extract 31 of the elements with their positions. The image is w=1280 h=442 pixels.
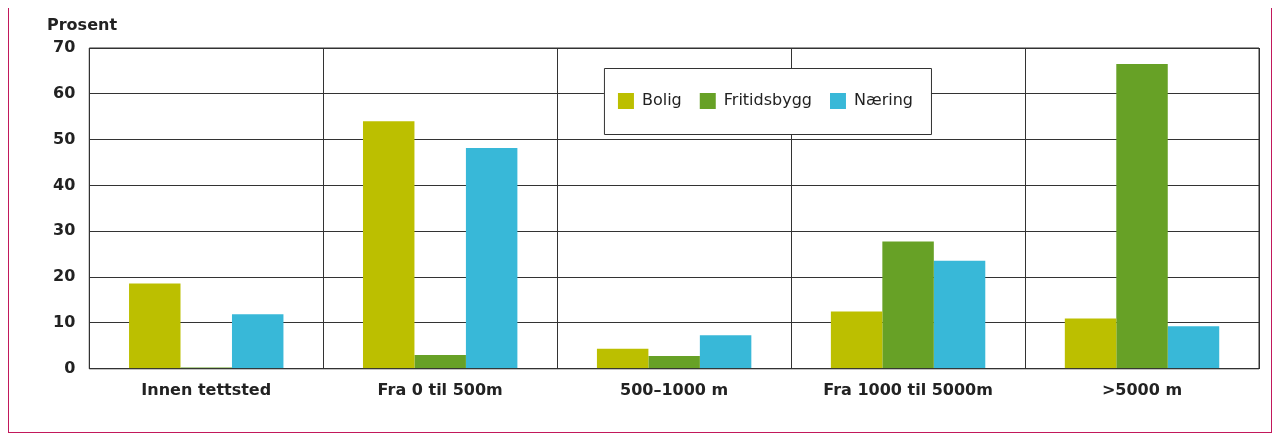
y-tick-label: 40 (53, 174, 76, 194)
x-tick-label: Innen tettsted (141, 379, 272, 399)
y-tick-label: 70 (53, 37, 76, 57)
y-tick-label: 10 (53, 312, 76, 332)
bar (648, 355, 700, 369)
legend-label: Næring (853, 90, 913, 110)
x-tick-label: 500–1000 m (620, 379, 729, 399)
bar (1116, 64, 1168, 369)
y-axis-title: Prosent (47, 15, 118, 35)
bar (414, 355, 466, 369)
bar (129, 283, 181, 369)
y-tick-label: 20 (53, 266, 76, 286)
y-tick-label: 60 (53, 82, 76, 102)
y-tick-label: 50 (53, 128, 76, 148)
legend-label: Bolig (641, 90, 682, 110)
bar (699, 335, 752, 369)
x-tick-label: Fra 1000 til 5000m (823, 379, 993, 399)
bar (596, 348, 649, 369)
y-tick-label: 30 (53, 220, 76, 240)
bar (882, 241, 934, 369)
bar (830, 311, 883, 369)
x-tick-label: >5000 m (1101, 379, 1183, 399)
bar (1064, 318, 1117, 369)
bar (1167, 326, 1220, 369)
bar (362, 121, 415, 369)
bar (231, 314, 284, 369)
x-tick-label: Fra 0 til 500m (377, 379, 503, 399)
bar (933, 260, 986, 369)
bar (465, 147, 518, 369)
legend-label: Fritidsbygg (723, 90, 812, 110)
y-tick-label: 0 (64, 357, 76, 377)
